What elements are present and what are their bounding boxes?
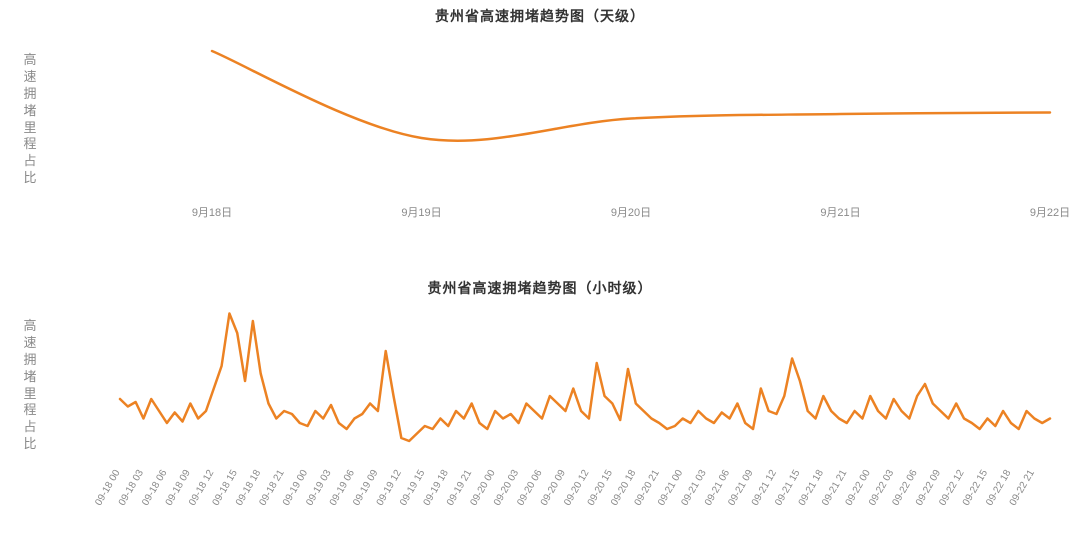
chart-day-plot: 9月18日 9月19日 9月20日 9月21日 9月22日 bbox=[0, 26, 1080, 246]
chart-hour-series bbox=[120, 314, 1050, 442]
chart-day-xlabel: 9月18日 bbox=[192, 207, 232, 219]
chart-day-series bbox=[212, 51, 1050, 141]
chart-day-xlabel: 9月20日 bbox=[611, 207, 651, 219]
chart-day-xlabel: 9月21日 bbox=[820, 207, 860, 219]
chart-hour-plot: 09-18 0009-18 0309-18 0609-18 0909-18 12… bbox=[0, 298, 1080, 546]
chart-day-xlabel: 9月22日 bbox=[1030, 207, 1070, 219]
chart-day-ylabel: 高速拥堵里程占比 bbox=[22, 52, 38, 187]
chart-day-title: 贵州省高速拥堵趋势图（天级） bbox=[0, 6, 1080, 26]
chart-hour-ylabel: 高速拥堵里程占比 bbox=[22, 318, 38, 453]
chart-hour-title: 贵州省高速拥堵趋势图（小时级） bbox=[0, 278, 1080, 298]
chart-day-xlabel: 9月19日 bbox=[401, 207, 441, 219]
